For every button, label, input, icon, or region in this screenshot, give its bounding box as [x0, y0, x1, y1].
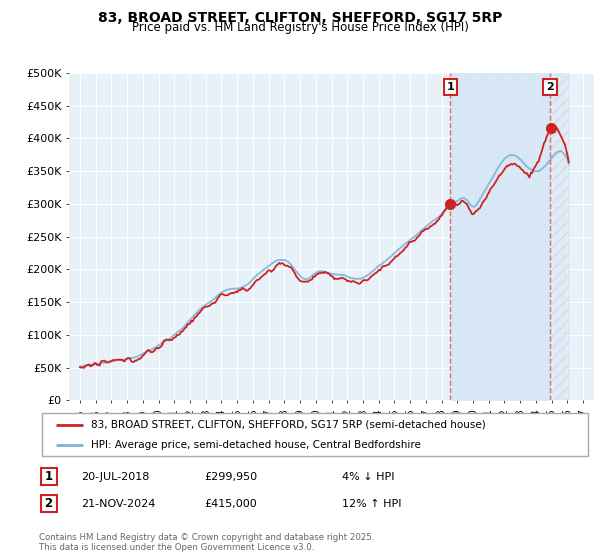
Text: Contains HM Land Registry data © Crown copyright and database right 2025.: Contains HM Land Registry data © Crown c… [39, 533, 374, 542]
Text: 2: 2 [546, 82, 554, 92]
FancyBboxPatch shape [41, 495, 56, 512]
Text: 4% ↓ HPI: 4% ↓ HPI [342, 472, 395, 482]
Text: 83, BROAD STREET, CLIFTON, SHEFFORD, SG17 5RP: 83, BROAD STREET, CLIFTON, SHEFFORD, SG1… [98, 11, 502, 25]
Text: 2: 2 [44, 497, 53, 510]
Text: This data is licensed under the Open Government Licence v3.0.: This data is licensed under the Open Gov… [39, 543, 314, 552]
Text: £415,000: £415,000 [204, 499, 257, 509]
Text: 20-JUL-2018: 20-JUL-2018 [81, 472, 149, 482]
Text: 83, BROAD STREET, CLIFTON, SHEFFORD, SG17 5RP (semi-detached house): 83, BROAD STREET, CLIFTON, SHEFFORD, SG1… [91, 419, 486, 430]
Text: 1: 1 [44, 470, 53, 483]
Text: 12% ↑ HPI: 12% ↑ HPI [342, 499, 401, 509]
Text: HPI: Average price, semi-detached house, Central Bedfordshire: HPI: Average price, semi-detached house,… [91, 440, 421, 450]
FancyBboxPatch shape [42, 413, 588, 456]
Text: 1: 1 [446, 82, 454, 92]
Text: Price paid vs. HM Land Registry's House Price Index (HPI): Price paid vs. HM Land Registry's House … [131, 21, 469, 34]
Text: £299,950: £299,950 [204, 472, 257, 482]
FancyBboxPatch shape [41, 468, 56, 485]
Text: 21-NOV-2024: 21-NOV-2024 [81, 499, 155, 509]
